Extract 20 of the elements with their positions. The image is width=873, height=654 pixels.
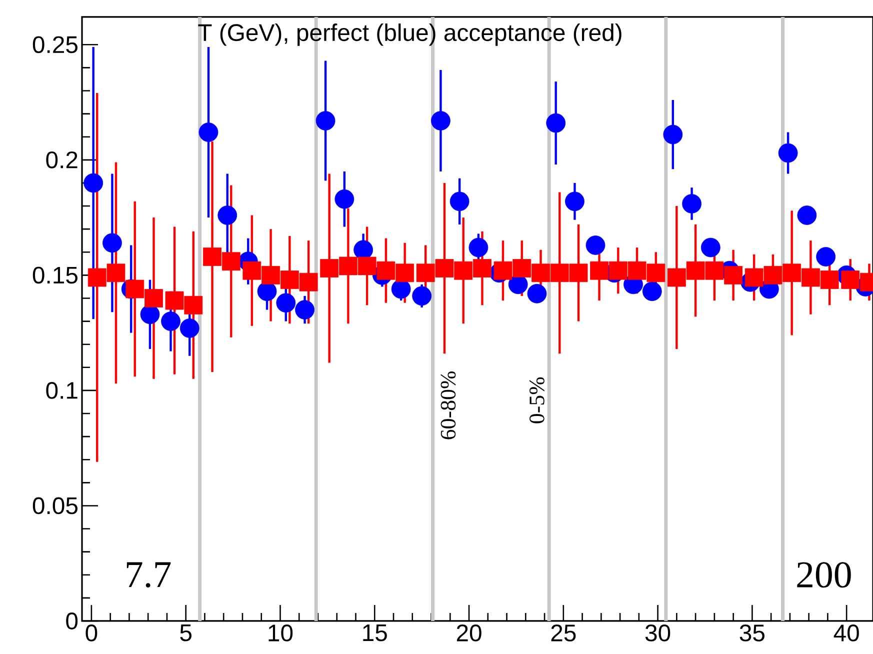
y-tick-label: 0.25 <box>32 36 78 54</box>
x-tick-label: 35 <box>740 624 764 642</box>
annotation: 60-80% <box>440 371 456 440</box>
x-tick-label: 40 <box>834 624 859 642</box>
x-tick-label: 25 <box>551 624 576 642</box>
y-tick-label: 0.15 <box>32 266 78 284</box>
y-tick-label: 0.2 <box>46 151 78 168</box>
x-tick-label: 30 <box>645 624 670 642</box>
y-tick-label: 0.05 <box>32 497 78 514</box>
chart-title: T (GeV), perfect (blue) acceptance (red) <box>198 24 622 46</box>
annotation: 200 <box>797 562 851 588</box>
x-tick-label: 0 <box>86 624 98 642</box>
y-tick-label: 0.1 <box>46 382 78 399</box>
annotation: 7.7 <box>126 562 171 588</box>
y-tick-label: 0 <box>66 612 78 630</box>
x-tick-label: 15 <box>363 624 387 642</box>
x-tick-label: 10 <box>268 624 293 642</box>
x-tick-label: 5 <box>180 624 192 642</box>
x-tick-label: 20 <box>456 624 482 642</box>
annotation: 0-5% <box>530 377 544 424</box>
